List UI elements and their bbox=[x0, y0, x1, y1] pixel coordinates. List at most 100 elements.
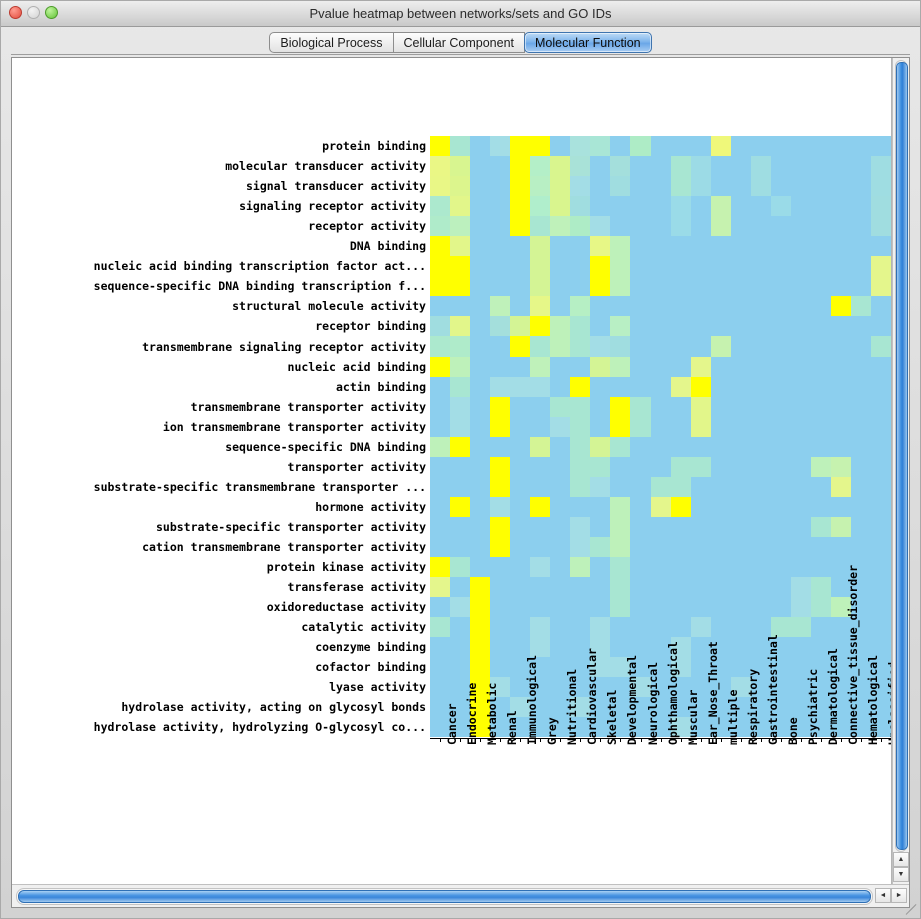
heatmap-cell[interactable] bbox=[530, 416, 551, 437]
heatmap-cell[interactable] bbox=[830, 296, 851, 317]
heatmap-cell[interactable] bbox=[750, 516, 771, 537]
heatmap-cell[interactable] bbox=[790, 456, 811, 477]
heatmap-cell[interactable] bbox=[530, 276, 551, 297]
heatmap-cell[interactable] bbox=[570, 577, 591, 598]
heatmap-cell[interactable] bbox=[530, 176, 551, 197]
heatmap-cell[interactable] bbox=[850, 577, 872, 598]
horizontal-scrollbar[interactable]: ◄ ► bbox=[12, 884, 909, 907]
heatmap-cell[interactable] bbox=[850, 476, 872, 497]
heatmap-cell[interactable] bbox=[470, 516, 491, 537]
heatmap-cell[interactable] bbox=[490, 536, 511, 557]
heatmap-cell[interactable] bbox=[790, 536, 811, 557]
heatmap-cell[interactable] bbox=[510, 496, 531, 517]
heatmap-cell[interactable] bbox=[730, 256, 751, 277]
zoom-button[interactable] bbox=[45, 6, 58, 19]
heatmap-cell[interactable] bbox=[750, 136, 771, 157]
heatmap-cell[interactable] bbox=[490, 617, 511, 638]
heatmap-cell[interactable] bbox=[850, 356, 872, 377]
heatmap-cell[interactable] bbox=[450, 536, 471, 557]
heatmap-cell[interactable] bbox=[850, 396, 872, 417]
heatmap-cell[interactable] bbox=[550, 717, 571, 738]
heatmap-cell[interactable] bbox=[530, 516, 551, 537]
heatmap-cell[interactable] bbox=[810, 617, 831, 638]
heatmap-cell[interactable] bbox=[470, 717, 491, 738]
heatmap-cell[interactable] bbox=[510, 657, 531, 678]
heatmap-cell[interactable] bbox=[770, 136, 791, 157]
heatmap-cell[interactable] bbox=[550, 276, 571, 297]
heatmap-cell[interactable] bbox=[710, 136, 731, 157]
heatmap-cell[interactable] bbox=[710, 356, 731, 377]
heatmap-cell[interactable] bbox=[810, 216, 831, 237]
heatmap-cell[interactable] bbox=[470, 196, 491, 217]
heatmap-cell[interactable] bbox=[830, 657, 851, 678]
heatmap-cell[interactable] bbox=[450, 296, 471, 317]
heatmap-cell[interactable] bbox=[790, 697, 811, 718]
heatmap-cell[interactable] bbox=[871, 156, 891, 177]
heatmap-cell[interactable] bbox=[850, 536, 872, 557]
heatmap-cell[interactable] bbox=[810, 396, 831, 417]
scroll-down-icon[interactable]: ▼ bbox=[893, 867, 909, 882]
heatmap-cell[interactable] bbox=[770, 717, 791, 738]
heatmap-cell[interactable] bbox=[590, 236, 611, 257]
heatmap-cell[interactable] bbox=[850, 637, 872, 658]
heatmap-cell[interactable] bbox=[670, 196, 691, 217]
heatmap-cell[interactable] bbox=[770, 356, 791, 377]
heatmap-cell[interactable] bbox=[430, 196, 451, 217]
heatmap-cell[interactable] bbox=[690, 356, 711, 377]
heatmap-cell[interactable] bbox=[590, 516, 611, 537]
heatmap-cell[interactable] bbox=[470, 356, 491, 377]
heatmap-cell[interactable] bbox=[510, 376, 531, 397]
heatmap-cell[interactable] bbox=[550, 697, 571, 718]
heatmap-cell[interactable] bbox=[810, 677, 831, 698]
heatmap-cell[interactable] bbox=[730, 216, 751, 237]
heatmap-cell[interactable] bbox=[630, 476, 651, 497]
heatmap-cell[interactable] bbox=[570, 256, 591, 277]
heatmap-cell[interactable] bbox=[450, 176, 471, 197]
heatmap-cell[interactable] bbox=[490, 216, 511, 237]
heatmap-cell[interactable] bbox=[550, 256, 571, 277]
heatmap-cell[interactable] bbox=[650, 456, 671, 477]
heatmap-cell[interactable] bbox=[670, 476, 691, 497]
heatmap-cell[interactable] bbox=[570, 176, 591, 197]
heatmap-cell[interactable] bbox=[450, 516, 471, 537]
heatmap-cell[interactable] bbox=[510, 196, 531, 217]
heatmap-cell[interactable] bbox=[750, 376, 771, 397]
heatmap-cell[interactable] bbox=[550, 136, 571, 157]
heatmap-cell[interactable] bbox=[710, 536, 731, 557]
heatmap-cell[interactable] bbox=[710, 476, 731, 497]
heatmap-cell[interactable] bbox=[770, 677, 791, 698]
heatmap-cell[interactable] bbox=[490, 256, 511, 277]
heatmap-cell[interactable] bbox=[690, 496, 711, 517]
heatmap-cell[interactable] bbox=[770, 597, 791, 618]
heatmap-cell[interactable] bbox=[610, 276, 631, 297]
heatmap-cell[interactable] bbox=[590, 456, 611, 477]
heatmap-cell[interactable] bbox=[710, 456, 731, 477]
heatmap-cell[interactable] bbox=[670, 637, 691, 658]
heatmap-cell[interactable] bbox=[810, 236, 831, 257]
heatmap-cell[interactable] bbox=[610, 516, 631, 537]
heatmap-cell[interactable] bbox=[570, 456, 591, 477]
heatmap-cell[interactable] bbox=[690, 376, 711, 397]
heatmap-cell[interactable] bbox=[490, 416, 511, 437]
heatmap-cell[interactable] bbox=[510, 556, 531, 578]
heatmap-cell[interactable] bbox=[670, 657, 691, 678]
heatmap-cell[interactable] bbox=[630, 657, 651, 678]
heatmap-cell[interactable] bbox=[650, 657, 671, 678]
heatmap-cell[interactable] bbox=[730, 336, 751, 357]
heatmap-cell[interactable] bbox=[570, 556, 591, 578]
heatmap-cell[interactable] bbox=[470, 396, 491, 417]
heatmap-cell[interactable] bbox=[790, 617, 811, 638]
heatmap-cell[interactable] bbox=[810, 276, 831, 297]
heatmap-cell[interactable] bbox=[850, 336, 872, 357]
heatmap-cell[interactable] bbox=[570, 336, 591, 357]
heatmap-cell[interactable] bbox=[830, 677, 851, 698]
heatmap-cell[interactable] bbox=[750, 296, 771, 317]
heatmap-cell[interactable] bbox=[470, 556, 491, 578]
heatmap-cell[interactable] bbox=[610, 496, 631, 517]
heatmap-cell[interactable] bbox=[871, 617, 891, 638]
heatmap-cell[interactable] bbox=[690, 476, 711, 497]
heatmap-cell[interactable] bbox=[510, 256, 531, 277]
heatmap-cell[interactable] bbox=[490, 476, 511, 497]
heatmap-cell[interactable] bbox=[690, 577, 711, 598]
heatmap-cell[interactable] bbox=[430, 697, 451, 718]
